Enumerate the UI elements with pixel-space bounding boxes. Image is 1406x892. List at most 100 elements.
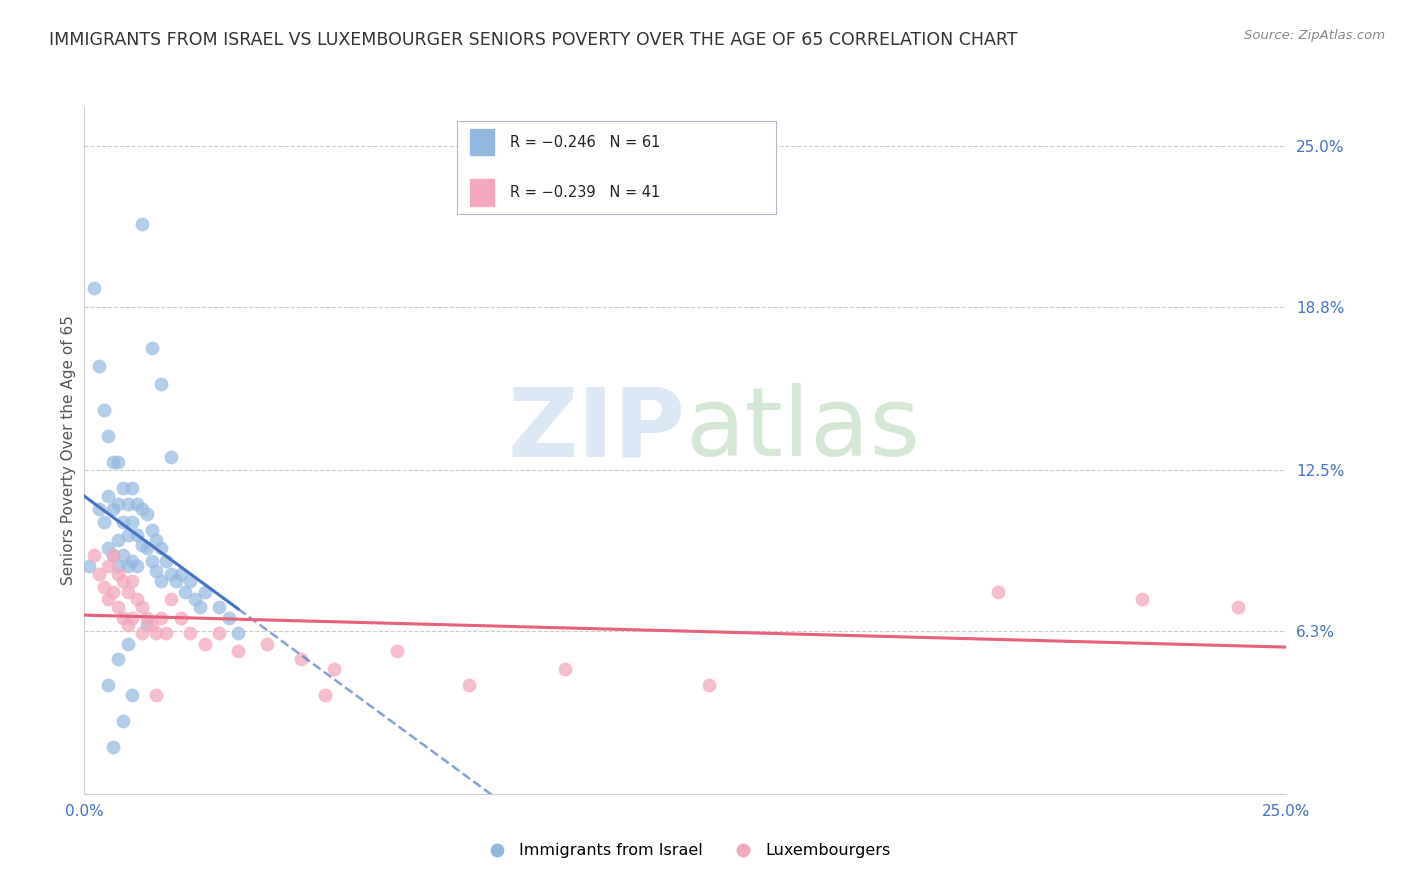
Point bbox=[169, 566, 191, 581]
Point bbox=[103, 549, 125, 563]
Point bbox=[117, 527, 139, 541]
Point bbox=[111, 515, 134, 529]
FancyBboxPatch shape bbox=[457, 120, 776, 213]
Point bbox=[103, 740, 125, 755]
Point bbox=[1227, 600, 1250, 615]
Point bbox=[107, 533, 129, 547]
Point bbox=[127, 592, 149, 607]
Point bbox=[141, 553, 163, 567]
Point bbox=[83, 281, 105, 295]
Point bbox=[87, 501, 110, 516]
Point bbox=[121, 610, 143, 624]
Point bbox=[127, 497, 149, 511]
Point bbox=[135, 618, 157, 632]
Point bbox=[150, 610, 173, 624]
Point bbox=[184, 592, 207, 607]
Point bbox=[131, 501, 153, 516]
Point bbox=[117, 497, 139, 511]
Legend: Immigrants from Israel, Luxembourgers: Immigrants from Israel, Luxembourgers bbox=[474, 837, 897, 865]
Point bbox=[97, 489, 120, 503]
Point bbox=[111, 610, 134, 624]
Point bbox=[103, 501, 125, 516]
Point bbox=[458, 678, 481, 692]
Point bbox=[145, 689, 167, 703]
Point bbox=[160, 566, 183, 581]
Point bbox=[179, 574, 201, 589]
Point bbox=[323, 663, 346, 677]
Point bbox=[174, 584, 197, 599]
Point bbox=[97, 592, 120, 607]
Point bbox=[111, 549, 134, 563]
Point bbox=[103, 455, 125, 469]
Point bbox=[135, 610, 157, 624]
Point bbox=[155, 553, 177, 567]
Point bbox=[160, 450, 183, 464]
Point bbox=[290, 652, 312, 666]
Point bbox=[111, 481, 134, 495]
Point bbox=[121, 574, 143, 589]
Point bbox=[107, 600, 129, 615]
Point bbox=[117, 558, 139, 573]
Point bbox=[97, 541, 120, 555]
Point bbox=[699, 678, 721, 692]
Point bbox=[160, 592, 183, 607]
Point bbox=[145, 564, 167, 578]
Point bbox=[155, 626, 177, 640]
Point bbox=[77, 558, 100, 573]
Point bbox=[87, 359, 110, 374]
Bar bbox=[470, 128, 495, 156]
Point bbox=[169, 610, 191, 624]
Point bbox=[179, 626, 201, 640]
Point bbox=[135, 541, 157, 555]
Point bbox=[131, 600, 153, 615]
Point bbox=[554, 663, 576, 677]
Point bbox=[93, 580, 115, 594]
Point bbox=[107, 455, 129, 469]
Point bbox=[141, 341, 163, 355]
Y-axis label: Seniors Poverty Over the Age of 65: Seniors Poverty Over the Age of 65 bbox=[60, 316, 76, 585]
Point bbox=[256, 636, 278, 650]
Point bbox=[107, 558, 129, 573]
Point bbox=[107, 497, 129, 511]
Point bbox=[83, 549, 105, 563]
Point bbox=[385, 644, 408, 658]
Point bbox=[987, 584, 1010, 599]
Text: Source: ZipAtlas.com: Source: ZipAtlas.com bbox=[1244, 29, 1385, 42]
Point bbox=[103, 584, 125, 599]
Point bbox=[117, 636, 139, 650]
Point bbox=[150, 574, 173, 589]
Point bbox=[141, 523, 163, 537]
Point bbox=[121, 553, 143, 567]
Point bbox=[127, 527, 149, 541]
Point bbox=[97, 429, 120, 443]
Point bbox=[208, 626, 231, 640]
Point bbox=[314, 689, 336, 703]
Point bbox=[131, 626, 153, 640]
Point bbox=[194, 636, 217, 650]
Point bbox=[131, 538, 153, 552]
Point bbox=[107, 652, 129, 666]
Text: R = −0.246   N = 61: R = −0.246 N = 61 bbox=[510, 135, 661, 150]
Point bbox=[117, 584, 139, 599]
Point bbox=[103, 549, 125, 563]
Point bbox=[87, 566, 110, 581]
Text: R = −0.239   N = 41: R = −0.239 N = 41 bbox=[510, 185, 661, 200]
Point bbox=[121, 481, 143, 495]
Point bbox=[145, 533, 167, 547]
Text: atlas: atlas bbox=[686, 384, 921, 476]
Point bbox=[150, 541, 173, 555]
Point bbox=[194, 584, 217, 599]
Point bbox=[150, 377, 173, 392]
Point bbox=[111, 574, 134, 589]
Point bbox=[97, 558, 120, 573]
Point bbox=[165, 574, 187, 589]
Point bbox=[131, 217, 153, 231]
Point bbox=[218, 610, 240, 624]
Point bbox=[93, 403, 115, 417]
Point bbox=[145, 626, 167, 640]
Point bbox=[97, 678, 120, 692]
Point bbox=[141, 618, 163, 632]
Point bbox=[107, 566, 129, 581]
Point bbox=[188, 600, 211, 615]
Point bbox=[121, 515, 143, 529]
